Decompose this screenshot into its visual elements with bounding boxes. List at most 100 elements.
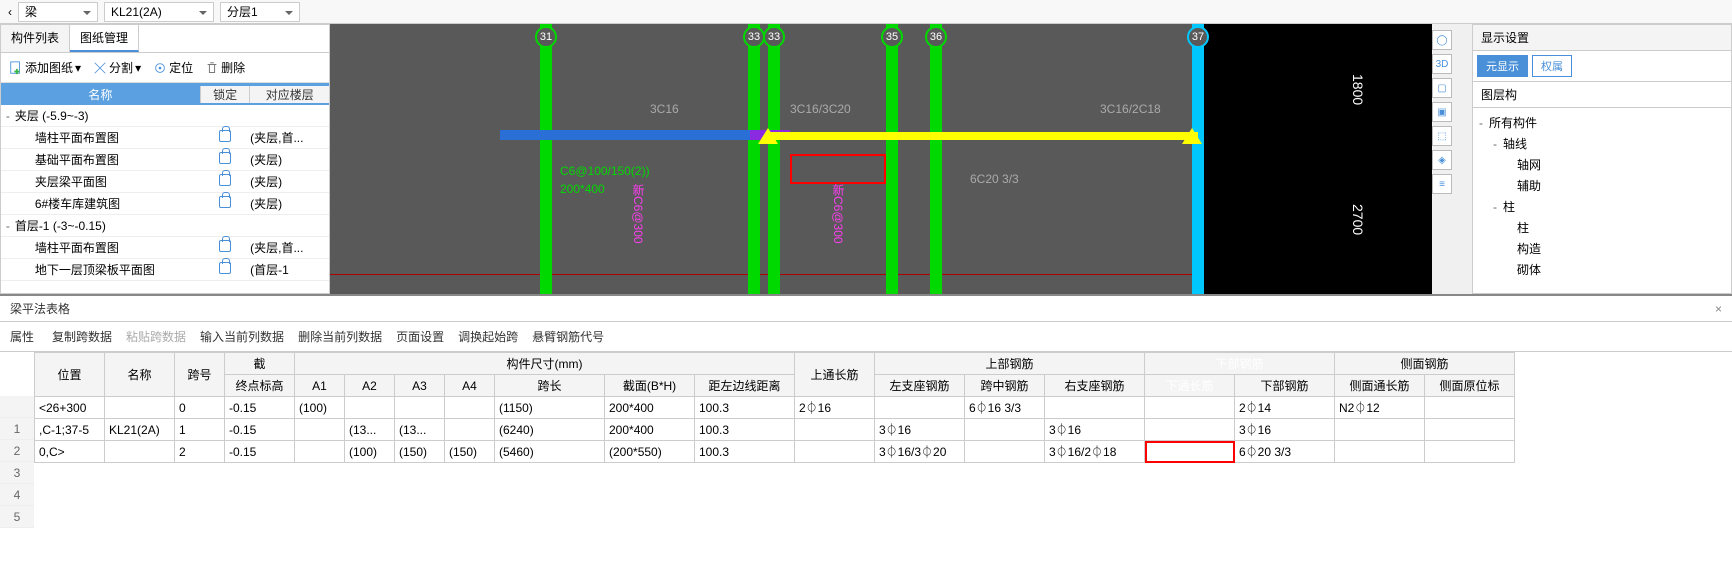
table-cell[interactable]: (13... xyxy=(395,419,445,441)
drawing-row[interactable]: 地下一层顶梁板平面图(首层-1 xyxy=(1,259,329,281)
drawing-canvas[interactable]: 3133333536373C163C16/3C203C16/2C18C6@100… xyxy=(330,24,1432,294)
table-cell[interactable]: (150) xyxy=(395,441,445,463)
table-cell[interactable]: 0,C> xyxy=(35,441,105,463)
th-top-long[interactable]: 上通长筋 xyxy=(795,353,875,397)
table-row[interactable]: ,C-1;37-5KL21(2A)1-0.15(13...(13...(6240… xyxy=(35,419,1515,441)
drawing-row[interactable]: 夹层梁平面图(夹层) xyxy=(1,171,329,193)
table-cell[interactable] xyxy=(445,419,495,441)
settings-list-icon[interactable]: ≡ xyxy=(1432,174,1452,194)
close-icon[interactable]: × xyxy=(1715,302,1722,316)
table-cell[interactable] xyxy=(1145,419,1235,441)
th-a4[interactable]: A4 xyxy=(445,375,495,397)
table-cell[interactable]: (200*550) xyxy=(605,441,695,463)
drawing-tree[interactable]: -夹层 (-5.9~-3)墙柱平面布置图(夹层,首...基础平面布置图(夹层)夹… xyxy=(1,105,329,301)
layer-tree-node[interactable]: 构造 xyxy=(1475,238,1729,259)
view-3d-icon[interactable]: 3D xyxy=(1432,54,1452,74)
table-cell[interactable]: 2⏀14 xyxy=(1235,397,1335,419)
table-cell[interactable]: (6240) xyxy=(495,419,605,441)
table-cell[interactable]: N2⏀12 xyxy=(1335,397,1425,419)
th-right-support[interactable]: 右支座钢筋 xyxy=(1045,375,1145,397)
table-cell[interactable]: 100.3 xyxy=(695,419,795,441)
lock-icon[interactable] xyxy=(219,240,231,252)
split-button[interactable]: 分割▾ xyxy=(89,57,145,78)
table-cell[interactable]: (150) xyxy=(445,441,495,463)
table-cell[interactable]: 3⏀16 xyxy=(1235,419,1335,441)
table-cell[interactable] xyxy=(1425,441,1515,463)
layer-tree-node[interactable]: 辅助 xyxy=(1475,175,1729,196)
lock-icon[interactable] xyxy=(219,130,231,142)
th-a1[interactable]: A1 xyxy=(295,375,345,397)
table-cell[interactable]: -0.15 xyxy=(225,397,295,419)
table-cell[interactable] xyxy=(295,441,345,463)
th-position[interactable]: 位置 xyxy=(35,353,105,397)
th-mid-span[interactable]: 跨中钢筋 xyxy=(965,375,1045,397)
table-cell[interactable]: <26+300 xyxy=(35,397,105,419)
table-cell[interactable] xyxy=(105,397,175,419)
table-row[interactable]: <26+3000-0.15(100)(1150)200*400100.32⏀16… xyxy=(35,397,1515,419)
th-left-dist[interactable]: 距左边线距离 xyxy=(695,375,795,397)
tab-element-display[interactable]: 元显示 xyxy=(1477,55,1528,77)
table-cell[interactable]: 6⏀16 3/3 xyxy=(965,397,1045,419)
drawing-row[interactable]: -夹层 (-5.9~-3) xyxy=(1,105,329,127)
drawing-row[interactable]: 6#楼车库建筑图(夹层) xyxy=(1,193,329,215)
component-name-select[interactable]: KL21(2A) xyxy=(104,2,214,22)
tab-ownership[interactable]: 权属 xyxy=(1532,55,1572,77)
layer-tree-node[interactable]: -柱 xyxy=(1475,196,1729,217)
table-cell[interactable] xyxy=(1425,419,1515,441)
table-cell[interactable] xyxy=(345,397,395,419)
table-toolbar-button[interactable]: 调换起始跨 xyxy=(458,328,518,345)
table-cell[interactable] xyxy=(1335,441,1425,463)
table-cell[interactable]: (13... xyxy=(345,419,395,441)
cube-solid-icon[interactable]: ▣ xyxy=(1432,102,1452,122)
th-a2[interactable]: A2 xyxy=(345,375,395,397)
drawing-row[interactable]: 基础平面布置图(夹层) xyxy=(1,149,329,171)
drawing-row[interactable]: 墙柱平面布置图(夹层,首... xyxy=(1,127,329,149)
cube-outline-icon[interactable]: ▢ xyxy=(1432,78,1452,98)
table-cell[interactable] xyxy=(1335,419,1425,441)
table-cell[interactable] xyxy=(1045,397,1145,419)
th-span-length[interactable]: 跨长 xyxy=(495,375,605,397)
table-cell[interactable] xyxy=(395,397,445,419)
chevron-left-icon[interactable]: ‹ xyxy=(8,5,12,19)
table-row[interactable]: 0,C>2-0.15(100)(150)(150)(5460)(200*550)… xyxy=(35,441,1515,463)
layer-select[interactable]: 分层1 xyxy=(220,2,300,22)
drawing-row[interactable]: -首层-1 (-3~-0.15) xyxy=(1,215,329,237)
locate-button[interactable]: 定位 xyxy=(149,57,197,78)
globe-icon[interactable]: ◯ xyxy=(1432,30,1452,50)
beam-data-grid[interactable]: 位置 名称 跨号 截 构件尺寸(mm) 上通长筋 上部钢筋 下部钢筋 侧面钢筋 … xyxy=(34,352,1732,562)
table-cell[interactable] xyxy=(1145,397,1235,419)
table-cell[interactable]: (100) xyxy=(345,441,395,463)
table-cell[interactable] xyxy=(1425,397,1515,419)
table-toolbar-button[interactable]: 页面设置 xyxy=(396,328,444,345)
layers-icon[interactable]: ◈ xyxy=(1432,150,1452,170)
th-end-elev[interactable]: 终点标高 xyxy=(225,375,295,397)
table-cell[interactable]: (100) xyxy=(295,397,345,419)
tab-component-list[interactable]: 构件列表 xyxy=(1,25,70,52)
delete-button[interactable]: 删除 xyxy=(201,57,249,78)
layer-tree-node[interactable]: 轴网 xyxy=(1475,154,1729,175)
th-side-orig[interactable]: 侧面原位标 xyxy=(1425,375,1515,397)
lock-icon[interactable] xyxy=(219,262,231,274)
lock-icon[interactable] xyxy=(219,152,231,164)
table-cell[interactable]: 200*400 xyxy=(605,397,695,419)
table-cell[interactable]: 6⏀20 3/3 xyxy=(1235,441,1335,463)
table-toolbar-button[interactable]: 悬臂钢筋代号 xyxy=(532,328,604,345)
layer-tree-node[interactable]: -轴线 xyxy=(1475,133,1729,154)
table-cell[interactable]: 3⏀16 xyxy=(875,419,965,441)
table-cell[interactable]: ,C-1;37-5 xyxy=(35,419,105,441)
table-cell[interactable]: 200*400 xyxy=(605,419,695,441)
lock-icon[interactable] xyxy=(219,174,231,186)
th-span[interactable]: 跨号 xyxy=(175,353,225,397)
table-cell[interactable]: 100.3 xyxy=(695,397,795,419)
th-bottom-rein[interactable]: 下部钢筋 xyxy=(1235,375,1335,397)
table-toolbar-button[interactable]: 删除当前列数据 xyxy=(298,328,382,345)
table-toolbar-button[interactable]: 复制跨数据 xyxy=(52,328,112,345)
table-cell[interactable] xyxy=(105,441,175,463)
table-cell[interactable] xyxy=(795,419,875,441)
table-cell[interactable]: -0.15 xyxy=(225,419,295,441)
th-side-long[interactable]: 侧面通长筋 xyxy=(1335,375,1425,397)
add-drawing-button[interactable]: 添加图纸▾ xyxy=(5,57,85,78)
layer-tree-node[interactable]: 砌体 xyxy=(1475,259,1729,280)
selection-icon[interactable]: ⬚ xyxy=(1432,126,1452,146)
table-cell[interactable]: 3⏀16 xyxy=(1045,419,1145,441)
